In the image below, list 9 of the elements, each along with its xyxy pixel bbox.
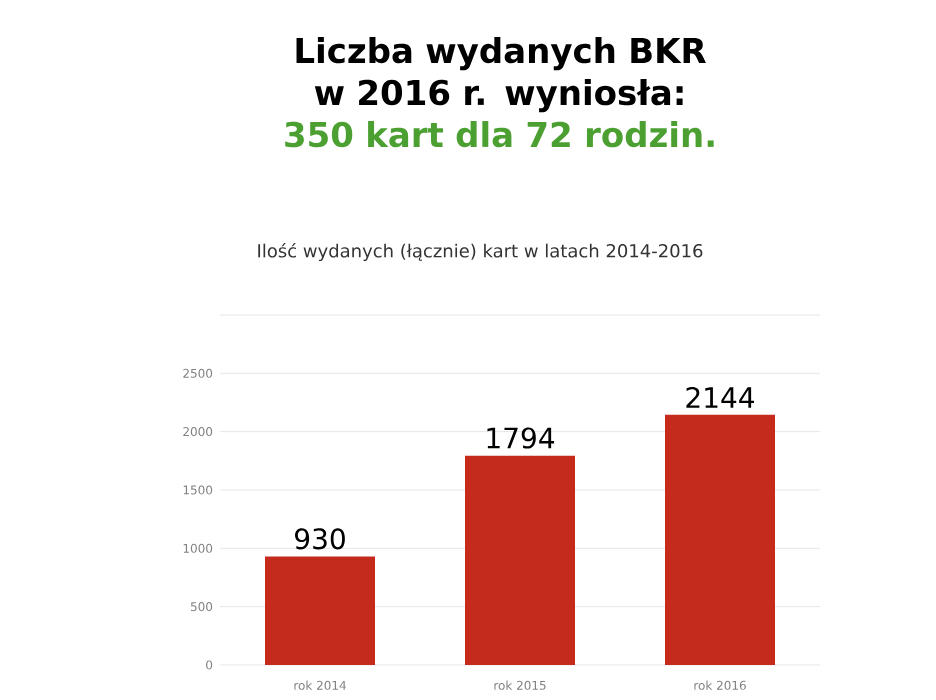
bar — [465, 455, 576, 665]
bar — [265, 556, 376, 665]
text: 350 kart dla 72 rodzin. — [285, 121, 714, 148]
data-label: 2144 — [686, 386, 755, 408]
bar — [665, 414, 775, 665]
data-label: 930 — [295, 528, 345, 550]
chart-subtitle: Ilość wydanych (łącznie) kart w latach 2014-2016 — [258, 242, 703, 262]
data-label: 1794 — [487, 427, 555, 449]
chart-title: Liczba wydanych BKR w 2016 r. wyniosła: — [296, 37, 706, 113]
